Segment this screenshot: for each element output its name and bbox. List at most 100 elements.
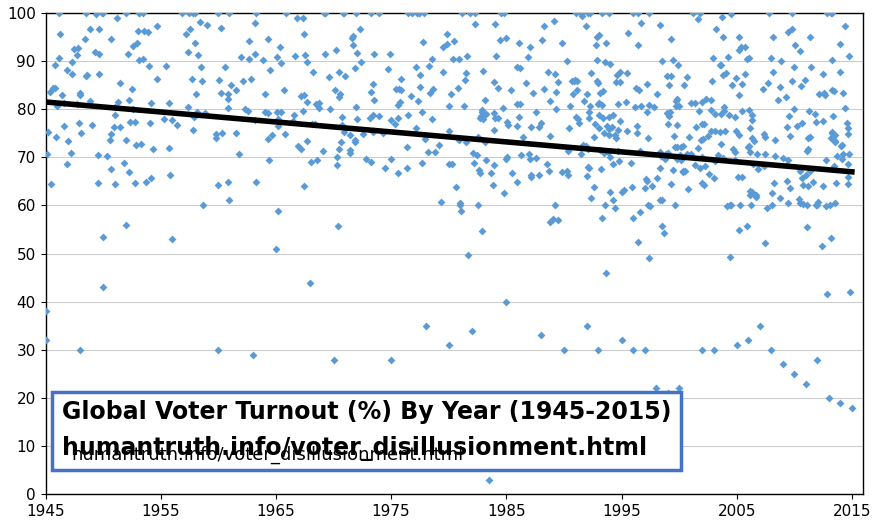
Point [473,169,488,178]
Point [470,150,484,159]
Point [602,125,616,133]
Point [603,153,617,161]
Point [113,79,127,87]
Point [668,201,682,210]
Point [824,9,838,17]
Point [108,179,122,188]
Point [801,134,815,143]
Point [516,133,530,141]
Point [716,154,730,162]
Point [572,118,586,127]
Point [50,102,64,110]
Point [740,221,754,230]
Point [796,199,810,208]
Point [771,96,785,104]
Point [92,24,106,33]
Point [806,177,820,186]
Point [128,118,143,126]
Point [838,104,852,112]
Point [248,49,262,58]
Point [695,98,709,106]
Point [247,116,261,124]
Point [825,56,839,64]
Point [598,129,612,137]
Point [761,79,775,87]
Point [501,117,515,126]
Point [165,116,180,124]
Point [126,105,140,113]
Point [132,9,146,17]
Point [650,174,664,183]
Point [359,155,373,163]
Point [78,35,92,43]
Point [711,151,725,159]
Point [418,135,432,144]
Point [647,103,661,111]
Point [725,81,739,89]
Point [318,9,332,17]
Point [674,156,688,165]
Point [543,218,557,226]
Point [209,134,223,143]
Point [363,9,378,17]
Point [222,196,236,205]
Point [795,174,809,182]
Point [732,131,746,139]
Point [330,160,344,169]
Point [744,116,759,124]
Point [731,226,745,235]
Point [278,129,292,138]
Point [443,159,457,168]
Point [333,145,347,153]
Point [645,182,659,190]
Point [122,118,136,126]
Point [277,86,291,94]
Point [762,9,776,17]
Point [619,97,633,106]
Point [432,140,446,149]
Point [608,130,622,139]
Point [708,173,722,181]
Point [668,143,682,151]
Point [722,53,736,61]
Point [757,129,771,138]
Point [569,76,583,85]
Point [476,67,490,75]
Point [478,138,492,147]
Point [74,128,88,137]
Point [96,9,110,17]
Point [780,160,794,169]
Point [738,69,752,78]
Point [637,184,651,192]
Point [724,9,738,18]
Point [626,183,640,191]
Point [392,97,407,106]
Point [327,85,341,94]
Point [131,27,145,35]
Point [139,178,153,186]
Point [569,9,583,17]
Point [416,38,430,46]
Point [745,111,759,119]
Point [841,52,855,60]
Point [132,9,146,17]
Point [236,76,250,85]
Point [576,141,590,149]
Point [714,110,728,118]
Point [716,70,730,79]
Point [446,55,460,63]
Point [670,143,684,151]
Point [328,46,342,54]
Point [759,149,773,158]
Point [664,180,678,188]
Point [144,98,158,107]
Point [64,149,78,157]
Point [782,132,796,140]
Point [96,283,110,291]
Point [653,21,667,29]
Point [523,154,537,163]
Point [194,77,209,85]
Point [70,51,84,59]
Point [634,19,649,27]
Point [334,138,348,147]
